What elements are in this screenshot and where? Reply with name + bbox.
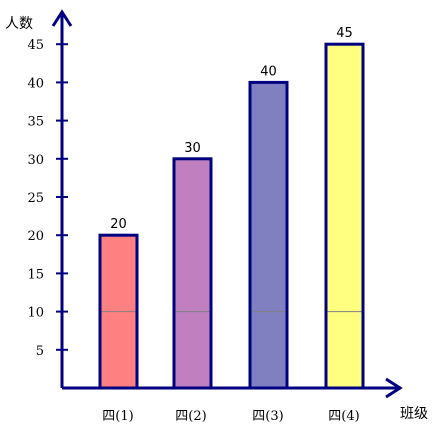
x-axis-arrow <box>385 377 403 399</box>
y-axis-arrow <box>51 9 73 27</box>
y-tick-label-30: 30 <box>27 153 44 168</box>
data-label-1: 20 <box>110 217 127 232</box>
category-label-4: 四(4) <box>328 409 359 424</box>
category-label-3: 四(3) <box>252 409 283 424</box>
bar-3 <box>248 80 289 390</box>
y-axis-title: 人数 <box>5 16 33 32</box>
category-label-2: 四(2) <box>175 409 206 424</box>
data-label-4: 45 <box>336 26 353 41</box>
y-tick-label-25: 25 <box>27 191 44 206</box>
axes-layer: 5 10 15 20 25 30 35 40 45 <box>27 9 403 399</box>
bar-2 <box>172 157 213 390</box>
y-tick-label-15: 15 <box>27 267 44 282</box>
y-tick-label-5: 5 <box>36 344 44 359</box>
bar-4 <box>324 42 365 390</box>
y-tick-label-40: 40 <box>27 76 44 91</box>
x-axis-title: 班级 <box>400 406 428 422</box>
y-tick-label-45: 45 <box>27 38 44 53</box>
y-tick-label-35: 35 <box>27 115 44 130</box>
y-tick-label-10: 10 <box>27 306 44 321</box>
y-tick-label-20: 20 <box>27 229 44 244</box>
data-label-2: 30 <box>184 141 201 156</box>
bars-layer: 20 四(1) 30 四(2) 40 四(3) 45 四(4) <box>98 26 365 424</box>
data-label-3: 40 <box>260 64 277 79</box>
category-label-1: 四(1) <box>102 409 133 424</box>
